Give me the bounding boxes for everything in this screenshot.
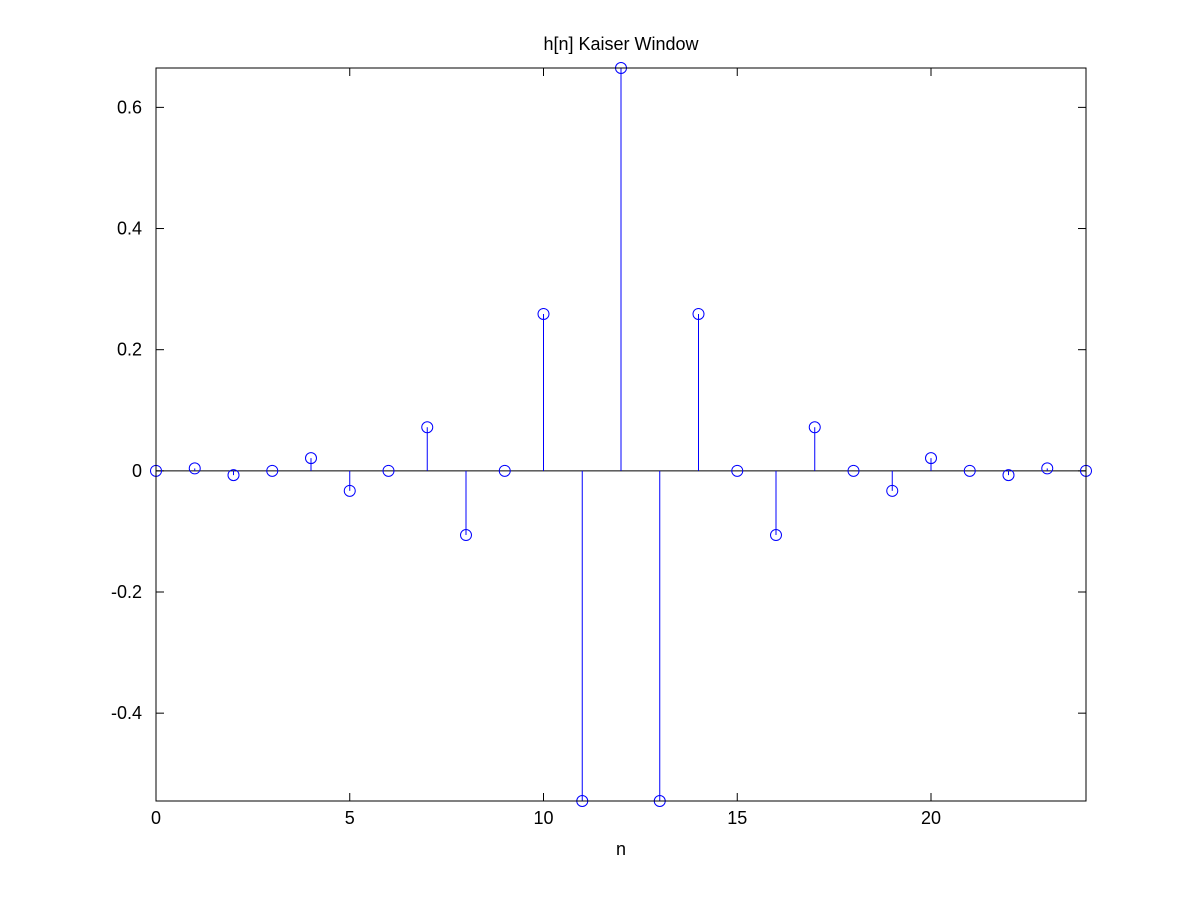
x-tick-label: 15 bbox=[727, 808, 747, 828]
stem-marker bbox=[421, 421, 434, 434]
stem-marker bbox=[498, 464, 511, 477]
x-tick-label: 20 bbox=[921, 808, 941, 828]
stem-marker bbox=[886, 484, 899, 497]
stem-marker bbox=[305, 452, 317, 465]
y-tick-label: 0.6 bbox=[117, 97, 142, 117]
y-tick-label: 0 bbox=[132, 461, 142, 481]
y-tick-label: 0.4 bbox=[117, 219, 142, 239]
stem-marker bbox=[847, 464, 860, 477]
stem-marker bbox=[227, 469, 240, 482]
x-tick-label: 0 bbox=[151, 808, 161, 828]
stem-marker bbox=[1002, 469, 1015, 482]
stem-marker bbox=[808, 421, 821, 434]
stem-marker bbox=[537, 307, 550, 320]
stem-marker bbox=[382, 464, 395, 477]
axes-box bbox=[155, 67, 1087, 802]
stem-marker bbox=[1041, 462, 1054, 475]
stem-marker bbox=[266, 464, 279, 477]
x-axis-label: n bbox=[616, 839, 626, 859]
stem-marker bbox=[692, 307, 705, 320]
stem-marker bbox=[963, 464, 976, 477]
stem-marker bbox=[460, 529, 472, 542]
x-tick-label: 5 bbox=[345, 808, 355, 828]
stem-marker bbox=[731, 464, 744, 477]
stem-marker bbox=[925, 452, 937, 465]
stem-marker bbox=[343, 484, 356, 497]
y-tick-label: 0.2 bbox=[117, 340, 142, 360]
y-tick-label: -0.4 bbox=[111, 703, 142, 723]
x-tick-label: 10 bbox=[533, 808, 553, 828]
stem-marker bbox=[770, 529, 782, 542]
stem-marker bbox=[188, 462, 201, 475]
chart-title: h[n] Kaiser Window bbox=[543, 34, 699, 54]
plot-area: 0 5 10 15 20 -0.4 -0.2 0 0.2 0.4 0.6 bbox=[111, 62, 1092, 828]
y-tick-label: -0.2 bbox=[111, 582, 142, 602]
